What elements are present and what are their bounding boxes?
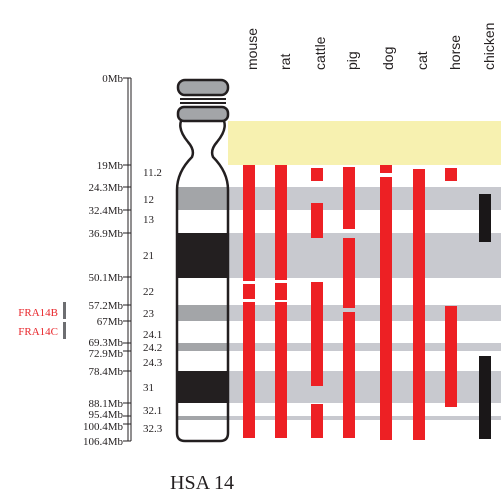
species-label-cattle: cattle [312, 36, 328, 70]
mb-label: 69.3Mb [88, 337, 123, 349]
band-label: 32.3 [143, 423, 163, 435]
segment-rat [275, 283, 287, 300]
mb-label: 67Mb [97, 316, 124, 328]
segment-rat [275, 302, 287, 438]
fragile-site-bar [63, 322, 66, 339]
mb-ruler [127, 78, 132, 441]
segment-pig [343, 312, 355, 438]
fragile-site-fra14b: FRA14B [18, 307, 58, 319]
fragile-site-fra14c: FRA14C [18, 326, 58, 338]
band-label: 13 [143, 214, 155, 226]
band-stripe [228, 371, 501, 403]
band-12 [177, 187, 228, 210]
segment-dog [380, 177, 392, 440]
band-label: 22 [143, 286, 154, 298]
species-label-horse: horse [447, 35, 463, 70]
segment-pig [343, 238, 355, 308]
band-label: 24.1 [143, 329, 162, 341]
segment-cattle [311, 203, 323, 238]
band-31 [177, 371, 228, 403]
mb-label: 19Mb [97, 160, 124, 172]
mb-label: 72.9Mb [88, 348, 123, 360]
mb-label: 32.4Mb [88, 205, 123, 217]
fragile-site-bar [63, 302, 66, 319]
segment-mouse [243, 165, 255, 281]
chromosome-outline [175, 120, 230, 443]
band-labels: 11.2 12 13 21 22 23 24.124.2 24.3 31 32.1 32.3 [143, 167, 163, 435]
fragile-sites: FRA14B FRA14C [18, 302, 66, 339]
species-label-mouse: mouse [244, 28, 260, 70]
band-stripe [228, 305, 501, 321]
band-label: 12 [143, 194, 154, 206]
band-stripe [228, 187, 501, 210]
mb-label: 88.1Mb [88, 398, 123, 410]
band-21 [177, 233, 228, 278]
segment-pig [343, 167, 355, 229]
band-label: 24.2 [143, 342, 162, 354]
mb-label: 24.3Mb [88, 182, 123, 194]
segment-cattle [311, 168, 323, 181]
species-label-cat: cat [414, 51, 430, 70]
band-stripe [228, 233, 501, 278]
mb-label: 36.9Mb [88, 228, 123, 240]
segment-cattle [311, 282, 323, 386]
band-stripes [228, 187, 501, 420]
species-labels: mouse rat cattle pig dog cat horse chicken [244, 23, 497, 70]
segment-horse [445, 306, 457, 407]
band-32.2 [177, 416, 228, 420]
heterochromatin-box [228, 121, 501, 165]
mb-label: 78.4Mb [88, 366, 123, 378]
band-label: 23 [143, 308, 155, 320]
band-label: 31 [143, 382, 154, 394]
segment-rat [275, 165, 287, 280]
segment-mouse [243, 302, 255, 438]
band-24.2 [177, 343, 228, 351]
mb-label: 0Mb [102, 73, 123, 85]
band-23 [177, 305, 228, 321]
mb-label: 100.4Mb [83, 421, 124, 433]
segment-horse [445, 168, 457, 181]
segment-dog [380, 165, 392, 173]
segment-chicken [479, 356, 491, 439]
species-label-pig: pig [344, 51, 360, 70]
species-label-dog: dog [380, 47, 396, 70]
band-stripe [228, 343, 501, 351]
species-label-rat: rat [277, 54, 293, 70]
mb-label: 57.2Mb [88, 300, 123, 312]
chromosome-ideogram [175, 78, 230, 443]
band-stripe [228, 416, 501, 420]
species-label-chicken: chicken [481, 23, 497, 70]
conserved-segments [243, 165, 491, 440]
band-label: 21 [143, 250, 154, 262]
mb-label: 95.4Mb [88, 409, 123, 421]
mb-labels: 0Mb 19Mb 24.3Mb 32.4Mb 36.9Mb 50.1Mb 57.2Mb 67M… [83, 73, 131, 448]
segment-chicken [479, 194, 491, 242]
band-label: 24.3 [143, 357, 163, 369]
band-label: 11.2 [143, 167, 162, 179]
mb-label: 106.4Mb [83, 436, 124, 448]
mb-label: 50.1Mb [88, 272, 123, 284]
segment-mouse [243, 284, 255, 299]
satellite [176, 78, 230, 97]
band-label: 32.1 [143, 405, 162, 417]
segment-cattle [311, 404, 323, 438]
segment-cat [413, 169, 425, 440]
chromosome-title: HSA 14 [170, 472, 234, 494]
